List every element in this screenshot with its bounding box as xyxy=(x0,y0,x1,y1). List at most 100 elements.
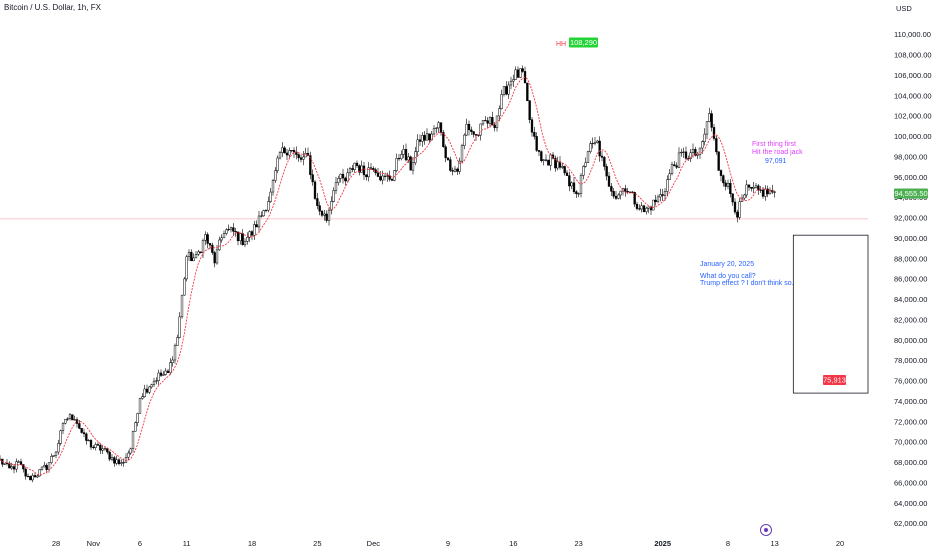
candle-body xyxy=(612,191,615,197)
candle-body xyxy=(82,432,86,435)
candle-body xyxy=(565,172,569,176)
candle-body xyxy=(157,372,160,381)
candle-body xyxy=(593,142,597,144)
candle-body xyxy=(243,241,247,246)
candle-body xyxy=(383,175,387,177)
candle-body xyxy=(171,359,174,363)
candle-body xyxy=(724,182,727,187)
candle-body xyxy=(425,133,429,141)
note-pink-line1: First thing first xyxy=(752,141,796,148)
candle-body xyxy=(442,132,445,148)
candle-body xyxy=(141,396,144,399)
candle-body xyxy=(47,462,51,470)
candle-body xyxy=(169,362,172,373)
candle-body xyxy=(614,195,618,199)
candle-body xyxy=(269,191,272,202)
candle-body xyxy=(24,468,27,477)
candle-body xyxy=(402,149,405,155)
moving-average-line xyxy=(0,76,775,476)
candle-body xyxy=(470,129,473,132)
candle-body xyxy=(138,398,142,414)
candle-body xyxy=(239,233,242,242)
candle-body xyxy=(351,168,354,170)
candle-body xyxy=(507,84,510,95)
candle-body xyxy=(297,154,300,159)
candle-body xyxy=(38,469,41,477)
candle-body xyxy=(106,448,109,453)
candle-body xyxy=(661,194,664,196)
candle-body xyxy=(162,374,165,376)
candle-body xyxy=(80,428,83,433)
candle-body xyxy=(344,177,347,182)
note-blue-line2: Trump effect ? I don't think so. xyxy=(700,280,794,287)
candle-body xyxy=(600,155,604,158)
candle-body xyxy=(152,380,156,385)
y-tick-label: 62,000.00 xyxy=(894,519,927,528)
candle-body xyxy=(703,133,706,142)
candle-body xyxy=(120,462,123,464)
y-tick-label: 110,000.00 xyxy=(894,30,931,39)
candle-body xyxy=(670,164,674,174)
y-tick-label: 108,000.00 xyxy=(894,51,932,60)
candle-body xyxy=(521,68,524,72)
candle-body xyxy=(204,234,207,241)
candle-body xyxy=(766,188,769,195)
candle-body xyxy=(281,147,284,153)
candle-body xyxy=(729,182,732,194)
candle-body xyxy=(411,162,415,171)
candle-body xyxy=(607,175,611,187)
candle-body xyxy=(66,418,69,420)
candle-body xyxy=(598,140,601,157)
candle-body xyxy=(360,165,363,173)
candle-body xyxy=(197,251,200,255)
candle-body xyxy=(115,459,118,464)
candle-body xyxy=(542,159,545,161)
candle-body xyxy=(649,206,653,211)
y-tick-label: 98,000.00 xyxy=(894,152,927,161)
candle-body xyxy=(495,115,499,129)
candle-body xyxy=(283,147,286,154)
candle-body xyxy=(575,191,578,194)
candle-body xyxy=(395,158,398,171)
y-tick-label: 64,000.00 xyxy=(894,499,927,508)
candle-body xyxy=(666,179,669,192)
candle-body xyxy=(68,414,72,419)
candle-body xyxy=(437,122,440,129)
candle-body xyxy=(367,167,370,178)
candle-body xyxy=(288,150,291,156)
timeline-marker-icon[interactable] xyxy=(760,524,772,536)
candle-body xyxy=(488,117,492,124)
candle-body xyxy=(19,461,23,465)
candle-body xyxy=(486,120,489,124)
candle-body xyxy=(108,451,111,460)
candle-body xyxy=(652,199,655,211)
candle-body xyxy=(17,461,20,463)
x-tick-label: Nov xyxy=(87,539,101,548)
candle-body xyxy=(456,168,459,172)
projection-box xyxy=(792,234,869,394)
x-tick-label: 6 xyxy=(138,539,142,548)
currency-label: USD xyxy=(896,4,912,13)
candle-body xyxy=(227,228,230,231)
candle-body xyxy=(502,86,506,95)
candle-body xyxy=(327,209,331,221)
candle-body xyxy=(444,146,447,159)
candle-body xyxy=(122,462,125,464)
candle-body xyxy=(404,149,408,161)
candle-body xyxy=(682,151,685,153)
candle-body xyxy=(698,147,702,155)
candle-body xyxy=(229,227,233,230)
candle-body xyxy=(136,413,139,423)
candle-body xyxy=(101,448,104,451)
candle-body xyxy=(750,186,753,189)
candle-body xyxy=(339,173,342,179)
price-axis: 62,000.00 64,000.00 66,000.00 68,000.00 70,0… xyxy=(894,30,932,528)
x-tick-label: 9 xyxy=(446,539,450,548)
candle-body xyxy=(89,440,93,448)
candle-body xyxy=(549,154,552,166)
candle-body xyxy=(113,457,116,464)
candle-body xyxy=(134,422,137,432)
